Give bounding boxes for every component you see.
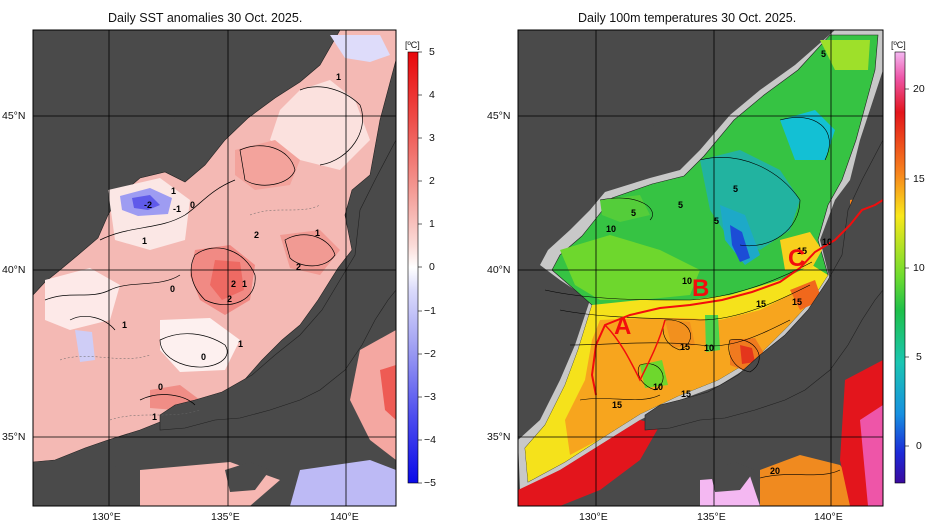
left-contour-label: -1	[173, 204, 181, 214]
left-contours	[44, 86, 363, 406]
left-contour-label: -2	[144, 200, 152, 210]
section-label-c: C	[788, 245, 805, 272]
right-contour-label: 15	[792, 297, 802, 307]
right-contour-label: 5	[678, 200, 683, 210]
left-contour-label: 1	[315, 228, 320, 238]
left-colorbar-tick: 5	[429, 46, 435, 58]
right-contour-label: 10	[822, 237, 832, 247]
right-lon-label-135: 135°E	[697, 511, 726, 523]
right-grid	[518, 30, 883, 506]
right-contour-label: 5	[821, 49, 826, 59]
left-contour-label: 0	[201, 352, 206, 362]
left-contour-label: 2	[231, 279, 236, 289]
section-label-a: A	[614, 313, 631, 340]
left-contour-label: 1	[152, 412, 157, 422]
left-lon-label-140: 140°E	[330, 511, 359, 523]
left-contour-label: 0	[158, 382, 163, 392]
left-lon-label-135: 135°E	[211, 511, 240, 523]
right-lat-label-45: 45°N	[487, 110, 511, 122]
right-lon-label-130: 130°E	[579, 511, 608, 523]
right-contour-label: 5	[631, 208, 636, 218]
right-japan-honshu	[644, 139, 883, 431]
right-contour-label: 10	[682, 276, 692, 286]
right-contour-label: 15	[681, 389, 691, 399]
left-colorbar-tick: −5	[424, 477, 436, 489]
right-colorbar-tick: 20	[913, 83, 925, 95]
right-colorbar	[894, 51, 906, 484]
left-colorbar-tick: 0	[429, 261, 435, 273]
left-colorbar-tick: −1	[424, 305, 436, 317]
right-colorbar-tick: 5	[916, 351, 922, 363]
right-lat-label-40: 40°N	[487, 264, 511, 276]
right-contour-labels: 5 5 5 5 5 10 10 15 10 15 15 15 10 10 15 …	[606, 49, 832, 476]
right-colorbar-tick: 15	[913, 173, 925, 185]
right-colorbar-unit: [ºC]	[891, 40, 906, 50]
right-contour-label: 15	[612, 400, 622, 410]
left-colorbar-tick: 3	[429, 132, 435, 144]
left-colorbar-tick: −3	[424, 391, 436, 403]
left-grid	[33, 30, 396, 506]
left-japan-honshu	[159, 139, 396, 431]
left-lon-label-130: 130°E	[92, 511, 121, 523]
left-colorbar-unit: [ºC]	[405, 40, 420, 50]
left-contour-label: 2	[296, 262, 301, 272]
left-colorbar-tick: 2	[429, 175, 435, 187]
right-contour-label: 10	[653, 382, 663, 392]
left-contour-label: 1	[142, 236, 147, 246]
left-contour-label: 2	[254, 230, 259, 240]
right-contour-label: 10	[704, 343, 714, 353]
section-line	[590, 199, 883, 396]
right-contour-label: 15	[797, 246, 807, 256]
left-map: 1 1 -2 -1 0 1 1 2 1 2 2 2 1 0 1 0 1 0	[33, 30, 396, 506]
left-contour-label: 1	[122, 320, 127, 330]
left-map-frame	[32, 29, 397, 507]
right-contour-label: 5	[714, 216, 719, 226]
left-contour-label: 0	[190, 200, 195, 210]
left-contour-label: 0	[170, 284, 175, 294]
section-label-b: B	[692, 275, 709, 302]
right-lon-label-140: 140°E	[814, 511, 843, 523]
left-lat-label-45: 45°N	[2, 110, 26, 122]
left-colorbar-tick: 1	[429, 218, 435, 230]
right-colorbar-tick: 10	[913, 262, 925, 274]
right-contour-label: 20	[770, 466, 780, 476]
right-contour-label: 15	[756, 299, 766, 309]
left-contour-label: 1	[336, 72, 341, 82]
left-colorbar-tick: 4	[429, 89, 435, 101]
right-colorbar-tick: 0	[916, 440, 922, 452]
right-contour-label: 5	[733, 184, 738, 194]
right-map-frame	[517, 29, 884, 507]
right-map: 5 5 5 5 5 10 10 15 10 15 15 15 10 10 15 …	[518, 30, 883, 506]
left-contour-label: 1	[171, 186, 176, 196]
left-contour-label: 1	[242, 279, 247, 289]
left-panel-title: Daily SST anomalies 30 Oct. 2025.	[108, 11, 303, 25]
left-colorbar-tick: −2	[424, 348, 436, 360]
left-lat-label-35: 35°N	[2, 431, 26, 443]
right-contour-label: 15	[680, 342, 690, 352]
right-panel-title: Daily 100m temperatures 30 Oct. 2025.	[578, 11, 797, 25]
left-contour-label: 1	[238, 339, 243, 349]
left-colorbar-tick: −4	[424, 434, 436, 446]
left-contour-label: 2	[227, 294, 232, 304]
left-contour-labels: 1 1 -2 -1 0 1 1 2 1 2 2 2 1 0 1 0 1 0	[122, 72, 341, 422]
left-colorbar	[407, 51, 419, 484]
left-lat-label-40: 40°N	[2, 264, 26, 276]
right-contour-label: 10	[606, 224, 616, 234]
right-lat-label-35: 35°N	[487, 431, 511, 443]
